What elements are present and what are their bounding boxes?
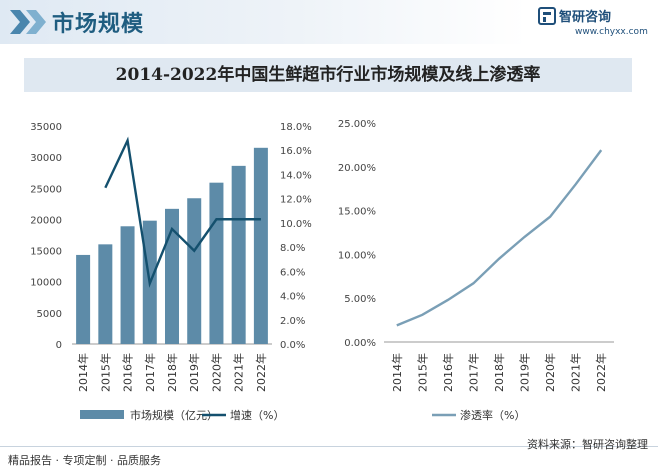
chevron-icon <box>10 10 46 34</box>
growth-line <box>104 136 261 288</box>
y-axis-tick-label: 20.00% <box>338 163 376 174</box>
left-axis-tick-label: 15000 <box>30 247 62 258</box>
logo-url[interactable]: www.chyxx.com <box>575 27 648 37</box>
chart-title: 2014-2022年中国生鲜超市行业市场规模及线上渗透率 <box>115 65 541 85</box>
logo-icon <box>538 7 556 25</box>
category-label: 2021年 <box>569 353 583 392</box>
right-axis-tick-label: 6.0% <box>280 267 305 278</box>
left-axis-tick-label: 35000 <box>30 122 62 133</box>
left-axis-tick-label: 25000 <box>30 184 62 195</box>
category-label: 2015年 <box>98 353 112 392</box>
category-label: 2014年 <box>76 353 90 392</box>
left-axis-tick-label: 20000 <box>30 215 62 226</box>
category-label: 2018年 <box>165 353 179 392</box>
category-label: 2022年 <box>594 353 608 392</box>
y-axis-tick-label: 5.00% <box>344 294 376 305</box>
bar <box>98 244 113 344</box>
legend-label-line: 增速（%） <box>230 408 284 422</box>
category-label: 2018年 <box>492 353 506 392</box>
bar <box>253 147 268 344</box>
page-title: 市场规模 <box>52 12 145 37</box>
bar <box>120 226 135 344</box>
left-axis-tick-label: 30000 <box>30 153 62 164</box>
legend-swatch-bar <box>80 410 124 419</box>
category-label: 2016年 <box>441 353 455 392</box>
bar <box>231 165 246 344</box>
category-label: 2022年 <box>254 353 268 392</box>
bar <box>76 254 91 344</box>
footer-tagline: 精品报告 · 专项定制 · 品质服务 <box>8 454 161 467</box>
logo-name: 智研咨询 <box>559 10 612 25</box>
left-axis-tick-label: 5000 <box>37 309 62 320</box>
right-axis-tick-label: 4.0% <box>280 292 305 303</box>
bar <box>165 208 179 344</box>
category-label: 2017年 <box>143 353 157 392</box>
category-label: 2019年 <box>518 353 532 392</box>
category-label: 2020年 <box>209 353 223 392</box>
footer-divider <box>0 446 658 447</box>
category-label: 2015年 <box>415 353 429 392</box>
category-label: 2019年 <box>187 353 201 392</box>
legend-label-line: 渗透率（%） <box>460 408 525 422</box>
right-axis-tick-label: 18.0% <box>280 122 312 133</box>
category-label: 2020年 <box>543 353 557 392</box>
legend-label-bar: 市场规模（亿元） <box>130 408 218 422</box>
right-axis-tick-label: 10.0% <box>280 219 312 230</box>
right-axis-tick-label: 14.0% <box>280 170 312 181</box>
right-axis-tick-label: 16.0% <box>280 146 312 157</box>
category-label: 2017年 <box>466 353 480 392</box>
penetration-line <box>396 149 603 327</box>
y-axis-tick-label: 15.00% <box>338 207 376 218</box>
category-label: 2021年 <box>232 353 246 392</box>
right-axis-tick-label: 8.0% <box>280 243 305 254</box>
category-label: 2016年 <box>121 353 135 392</box>
header: 市场规模 智研咨询 www.chyxx.com <box>0 0 658 44</box>
left-axis-tick-label: 0 <box>56 340 62 351</box>
right-axis-tick-label: 12.0% <box>280 195 312 206</box>
y-axis-tick-label: 0.00% <box>344 338 376 349</box>
chart-title-bar: 2014-2022年中国生鲜超市行业市场规模及线上渗透率 <box>24 58 632 92</box>
right-axis-tick-label: 0.0% <box>280 340 305 351</box>
bar <box>187 198 202 344</box>
source-note: 资料来源：智研咨询整理 <box>527 438 648 451</box>
right-axis-tick-label: 2.0% <box>280 316 305 327</box>
left-axis-tick-label: 10000 <box>30 278 62 289</box>
category-label: 2014年 <box>390 353 404 392</box>
y-axis-tick-label: 25.00% <box>338 119 376 130</box>
y-axis-tick-label: 10.00% <box>338 250 376 261</box>
